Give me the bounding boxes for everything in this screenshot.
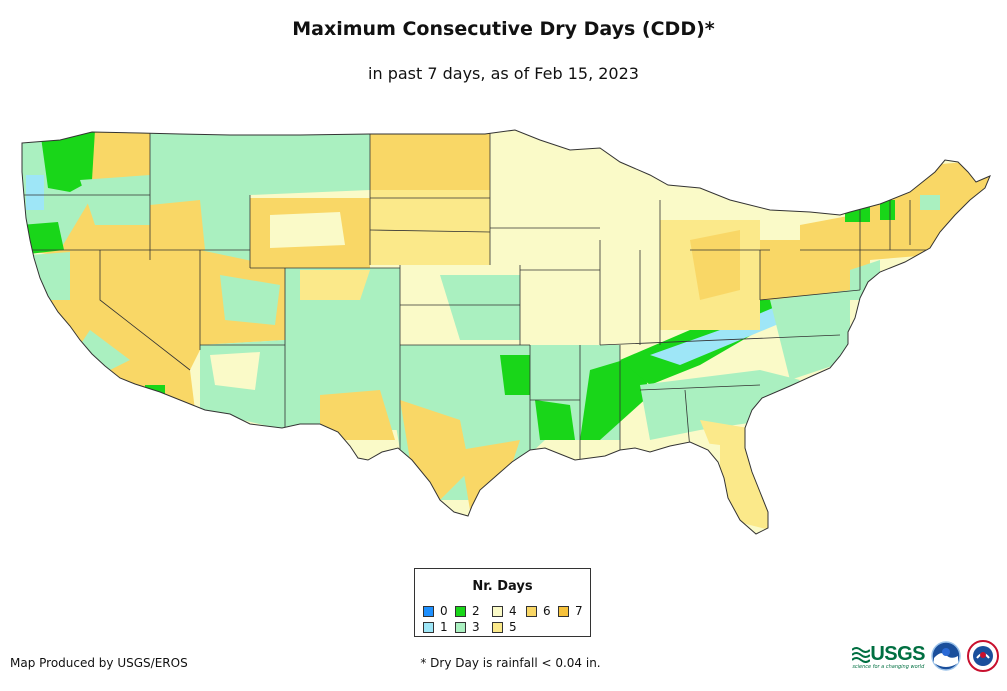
legend-label: 3	[472, 620, 480, 634]
producer-credit: Map Produced by USGS/EROS	[10, 656, 188, 670]
legend-swatch	[492, 621, 503, 633]
map-title: Maximum Consecutive Dry Days (CDD)*	[292, 18, 715, 40]
legend-label: 4	[509, 604, 517, 618]
legend-label: 2	[472, 604, 480, 618]
legend-swatch	[558, 605, 569, 617]
dry-day-footnote: * Dry Day is rainfall < 0.04 in.	[420, 656, 601, 670]
legend-swatch	[492, 605, 503, 617]
noaa-logo-icon	[931, 641, 961, 671]
legend-swatch	[455, 605, 466, 617]
legend-label: 0	[440, 604, 448, 618]
us-cdd-map	[21, 129, 991, 535]
legend-title: Nr. Days	[472, 579, 533, 594]
legend-item: 1	[423, 620, 448, 634]
usgs-tagline: science for a changing world	[852, 663, 925, 670]
legend: Nr. Days 0 1 2 3 4 5 6 7	[414, 568, 591, 637]
legend-item: 3	[455, 620, 480, 634]
legend-label: 6	[543, 604, 551, 618]
agency-logos: USGS science for a changing world	[852, 640, 999, 672]
legend-swatch	[526, 605, 537, 617]
legend-item: 2	[455, 604, 480, 618]
usgs-wave-icon	[852, 647, 871, 663]
nws-logo-icon	[967, 640, 999, 672]
legend-label: 7	[575, 604, 583, 618]
legend-item: 0	[423, 604, 448, 618]
legend-label: 5	[509, 620, 517, 634]
map-subtitle: in past 7 days, as of Feb 15, 2023	[368, 64, 639, 83]
legend-item: 5	[492, 620, 517, 634]
legend-swatch	[455, 621, 466, 633]
legend-label: 1	[440, 620, 448, 634]
legend-swatch	[423, 621, 434, 633]
legend-item: 7	[558, 604, 583, 618]
legend-swatch	[423, 605, 434, 617]
legend-item: 6	[526, 604, 551, 618]
usgs-wordmark: USGS	[870, 642, 925, 665]
usgs-logo: USGS science for a changing world	[852, 643, 925, 670]
legend-item: 4	[492, 604, 517, 618]
